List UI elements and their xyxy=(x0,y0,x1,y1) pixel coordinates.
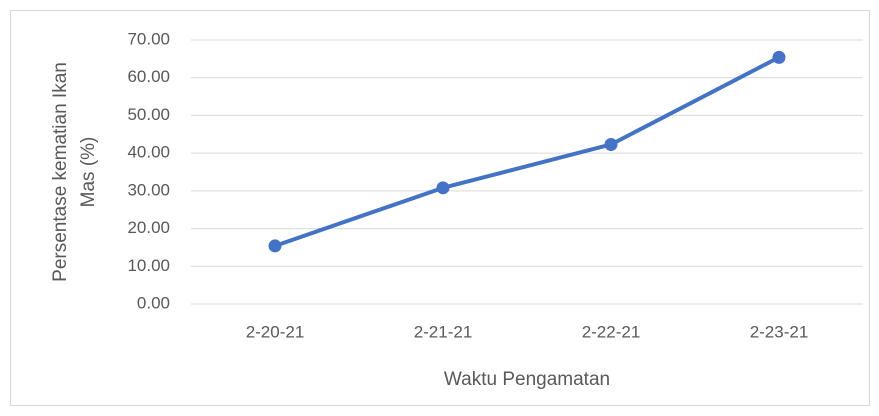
y-tick-label: 30.00 xyxy=(127,180,170,199)
x-tick-label: 2-23-21 xyxy=(750,322,809,341)
chart-border xyxy=(10,10,870,406)
y-tick-label: 50.00 xyxy=(127,105,170,124)
y-axis-label-line: Persentase kematian Ikan xyxy=(50,62,71,282)
y-axis-label: Persentase kematian Ikan Mas (%) xyxy=(50,62,99,282)
x-tick-label: 2-21-21 xyxy=(414,322,473,341)
data-point xyxy=(772,50,786,64)
y-tick-label: 40.00 xyxy=(127,143,170,162)
y-tick-label: 10.00 xyxy=(127,256,170,275)
y-axis-label-line: Mas (%) xyxy=(78,137,99,208)
series-line xyxy=(273,55,781,248)
x-axis-label: Waktu Pengamatan xyxy=(444,369,610,390)
y-tick-label: 70.00 xyxy=(127,29,170,48)
y-tick-label: 0.00 xyxy=(137,293,170,312)
data-point xyxy=(604,137,618,151)
x-tick-label: 2-22-21 xyxy=(582,322,641,341)
data-point xyxy=(436,181,450,195)
data-point xyxy=(268,239,282,253)
x-tick-label: 2-20-21 xyxy=(246,322,305,341)
y-tick-label: 20.00 xyxy=(127,218,170,237)
y-tick-label: 60.00 xyxy=(127,67,170,86)
